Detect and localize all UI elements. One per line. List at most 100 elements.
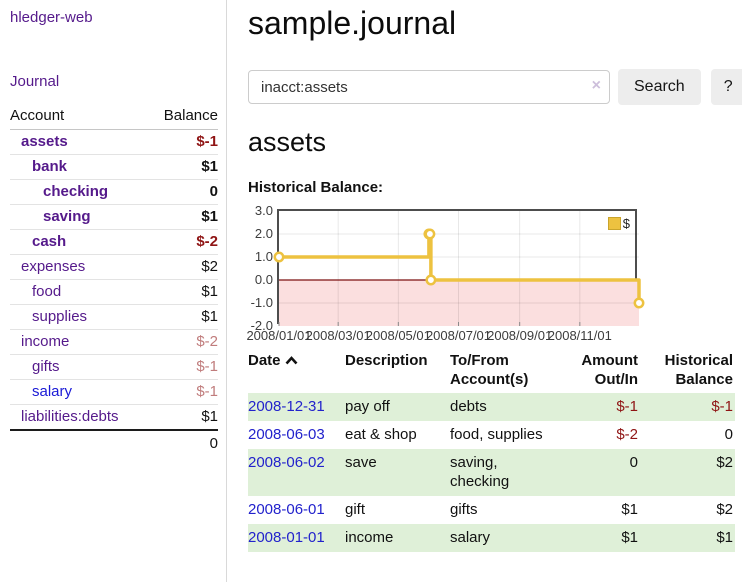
account-cell: gifts	[10, 354, 149, 380]
account-cell: saving	[10, 204, 149, 230]
register-row: 2008-06-02 save saving, checking 0 $2	[248, 449, 735, 496]
register-cell-balance: $2	[716, 501, 733, 518]
account-balance: 0	[148, 179, 218, 205]
sidebar-account-link-supplies[interactable]: supplies	[32, 308, 88, 325]
register-cell-amount: 0	[629, 454, 638, 471]
chart-legend: $	[607, 216, 630, 231]
account-balance: $-1	[148, 129, 218, 155]
register-row: 2008-01-01 income salary $1 $1	[248, 524, 735, 552]
register-cell-amount: $-1	[616, 398, 638, 415]
sidebar-account-link-cash[interactable]: cash	[32, 233, 67, 250]
sidebar: hledger-web Journal Account Balance asse…	[0, 0, 227, 582]
search-box: ×	[248, 70, 610, 104]
register-col-amount: Amount Out/In	[581, 352, 638, 388]
search-button[interactable]: Search	[618, 69, 701, 105]
sidebar-account-link-assets[interactable]: assets	[21, 133, 68, 150]
account-row: checking 0	[10, 179, 218, 205]
register-cell-date: 2008-06-02	[248, 449, 345, 496]
sidebar-account-link-liabilities-debts[interactable]: liabilities:debts	[21, 408, 119, 425]
chart-title: Historical Balance:	[248, 179, 384, 196]
sidebar-account-link-salary[interactable]: salary	[32, 383, 73, 400]
register-cell-date: 2008-01-01	[248, 524, 345, 552]
register-row: 2008-06-03 eat & shop food, supplies $-2 0	[248, 421, 735, 449]
sidebar-account-link-expenses[interactable]: expenses	[21, 258, 86, 275]
register-header-row: Date Description To/From Account(s) Amou…	[248, 349, 735, 393]
account-balance: $1	[148, 279, 218, 305]
sidebar-account-link-gifts[interactable]: gifts	[32, 358, 60, 375]
transaction-date-link[interactable]: 2008-12-31	[248, 398, 325, 415]
register-table: Date Description To/From Account(s) Amou…	[248, 349, 735, 552]
register-cell-amount: $1	[621, 529, 638, 546]
sidebar-account-link-income[interactable]: income	[21, 333, 70, 350]
app-brand-link[interactable]: hledger-web	[10, 9, 93, 26]
accounts-col-account: Account	[10, 104, 149, 130]
account-cell: assets	[10, 129, 149, 155]
sidebar-account-link-checking[interactable]: checking	[43, 183, 109, 200]
x-axis-tick-label: 2008/07/01	[425, 328, 492, 343]
account-cell: bank	[10, 154, 149, 180]
account-balance: $1	[148, 304, 218, 330]
transaction-date-link[interactable]: 2008-01-01	[248, 529, 325, 546]
account-row: supplies $1	[10, 304, 218, 330]
search-form: × Search ?	[248, 69, 742, 105]
sidebar-account-link-saving[interactable]: saving	[43, 208, 91, 225]
register-cell-amount: $1	[621, 501, 638, 518]
y-axis-tick-label: 2.0	[254, 226, 273, 241]
sort-ascending-icon	[285, 351, 298, 370]
account-row: saving $1	[10, 204, 218, 230]
help-button[interactable]: ?	[710, 69, 742, 105]
register-cell-accounts: saving, checking	[450, 454, 510, 490]
account-row: expenses $2	[10, 254, 218, 280]
account-balance: $-1	[148, 354, 218, 380]
x-axis-tick-label: 2008/11/01	[547, 328, 612, 343]
account-cell: expenses	[10, 254, 149, 280]
register-col-date[interactable]: Date	[248, 349, 345, 393]
account-balance: $2	[148, 254, 218, 280]
x-axis-tick-label: 2008/01/01	[246, 328, 312, 343]
register-cell-date: 2008-12-31	[248, 393, 345, 421]
register-cell-balance: 0	[724, 426, 733, 443]
x-axis-tick-label: 2008/05/01	[365, 328, 431, 343]
account-balance: $-2	[148, 229, 218, 255]
x-axis-tick-label: 2008/03/01	[305, 328, 371, 343]
accounts-col-balance: Balance	[148, 104, 218, 130]
account-row: food $1	[10, 279, 218, 305]
account-row: liabilities:debts $1	[10, 404, 218, 431]
register-cell-balance: $2	[716, 454, 733, 471]
account-row: bank $1	[10, 154, 218, 180]
legend-swatch-icon	[607, 217, 621, 230]
y-axis-tick-label: 3.0	[254, 203, 273, 218]
search-input[interactable]	[248, 70, 610, 104]
chart-canvas	[273, 211, 645, 326]
spacer	[10, 429, 149, 456]
account-cell: income	[10, 329, 149, 355]
register-cell-accounts: gifts	[450, 501, 478, 518]
accounts-total-value: 0	[148, 429, 218, 456]
register-cell-balance: $-1	[711, 398, 733, 415]
register-cell-description: income	[345, 529, 394, 546]
legend-label: $	[622, 216, 630, 231]
sidebar-account-link-food[interactable]: food	[32, 283, 62, 300]
transaction-date-link[interactable]: 2008-06-02	[248, 454, 325, 471]
page-title: sample.journal	[248, 5, 457, 41]
accounts-table-body: assets $-1 bank $1 checking 0 saving $1 cash $-2 e…	[10, 129, 218, 431]
accounts-table-header: Account Balance	[10, 104, 218, 130]
transaction-date-link[interactable]: 2008-06-03	[248, 426, 325, 443]
account-cell: cash	[10, 229, 149, 255]
register-cell-description: gift	[345, 501, 366, 518]
account-cell: checking	[10, 179, 149, 205]
accounts-total-row: 0	[10, 429, 218, 456]
account-balance: $1	[148, 154, 218, 180]
sidebar-item-journal[interactable]: Journal	[10, 73, 60, 90]
account-row: salary $-1	[10, 379, 218, 405]
register-row: 2008-12-31 pay off debts $-1 $-1	[248, 393, 735, 421]
account-row: cash $-2	[10, 229, 218, 255]
main-content: sample.journal × Search ? assets Histori…	[246, 0, 742, 552]
accounts-table: Account Balance assets $-1 bank $1 checking 0…	[10, 104, 218, 456]
clear-search-icon[interactable]: ×	[591, 77, 601, 94]
account-cell: supplies	[10, 304, 149, 330]
transaction-date-link[interactable]: 2008-06-01	[248, 501, 325, 518]
register-cell-date: 2008-06-01	[248, 496, 345, 524]
sidebar-account-link-bank[interactable]: bank	[32, 158, 68, 175]
balance-chart: $ 3.0 2.0 1.0 0.0 -1.0 -2.0 2008/01/01 2008/03/…	[246, 203, 645, 343]
